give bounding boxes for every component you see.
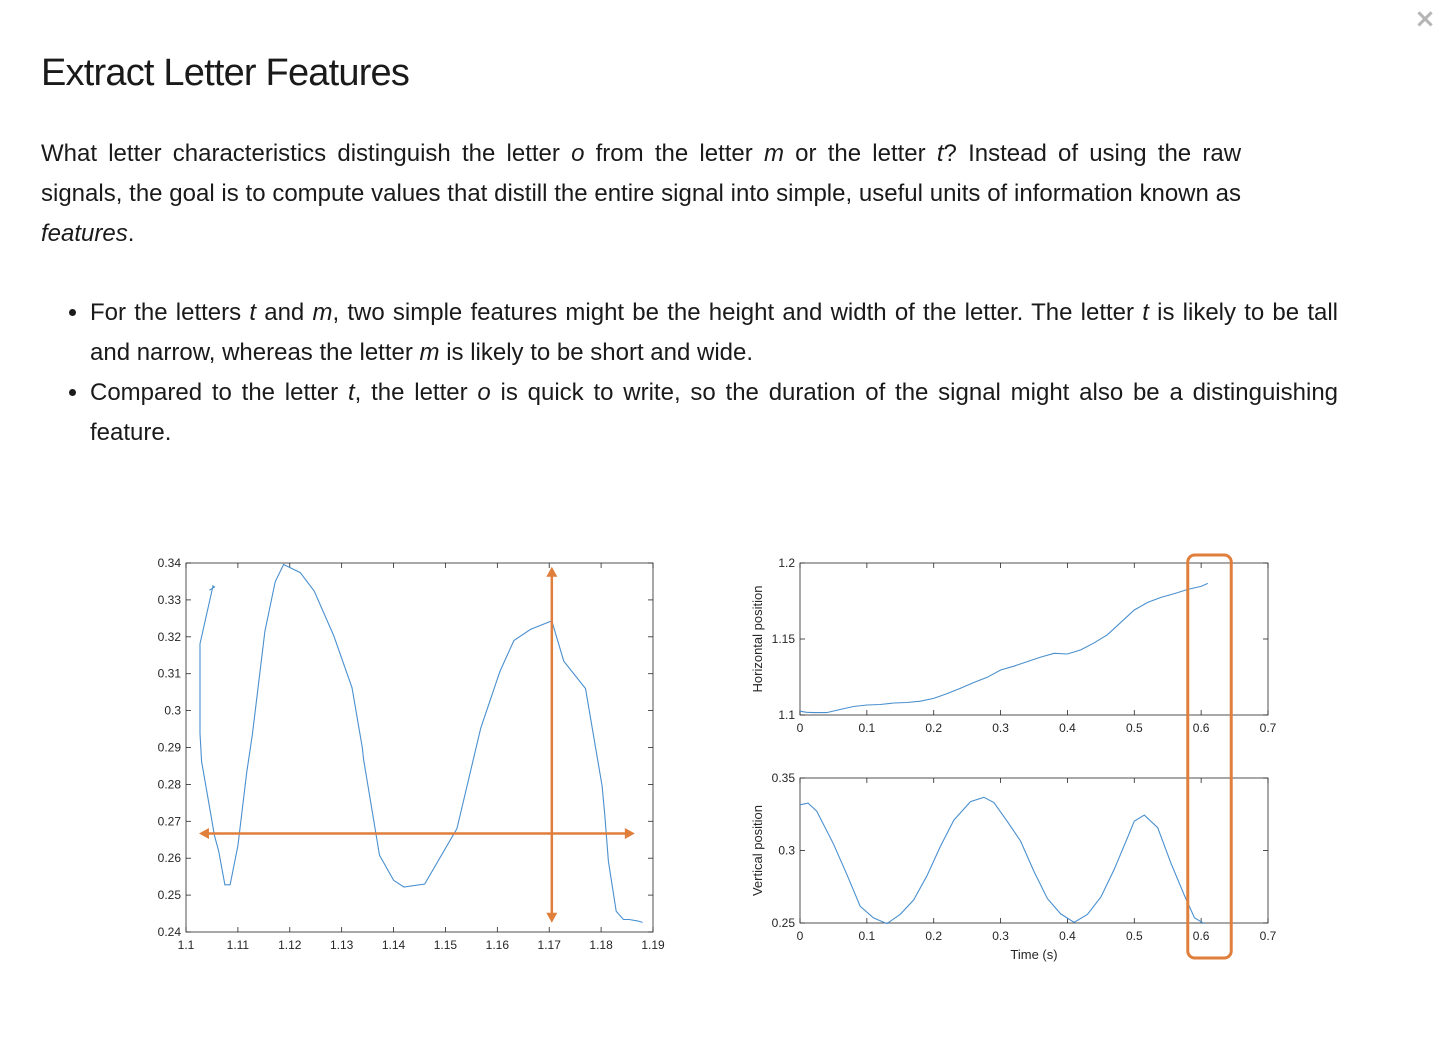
text-segment: and [256, 299, 313, 326]
x-tick-label: 0 [797, 721, 804, 735]
x-tick-label: 0.3 [992, 721, 1009, 735]
x-tick-label: 0.2 [925, 929, 942, 943]
emphasis-text: t [1142, 299, 1149, 326]
y-tick-label: 1.2 [778, 556, 795, 570]
emphasis-text: t [347, 379, 355, 406]
x-tick-label: 1.13 [330, 938, 354, 952]
x-tick-label: 1.19 [641, 938, 665, 952]
emphasis-text: o [571, 140, 585, 167]
close-icon[interactable]: × [1414, 4, 1436, 34]
text-segment: or the letter [783, 140, 937, 167]
x-tick-label: 0.1 [859, 721, 876, 735]
x-tick-label: 0.2 [925, 721, 942, 735]
text-segment: , the letter [354, 379, 478, 406]
feature-bullet: Compared to the letter t, the letter o i… [90, 373, 1338, 453]
series-line [799, 582, 1209, 714]
xy-trajectory-chart: 1.1 1.11 1.12 1.13 1.14 1.15 1.16 1.17 1.18 1.19 0… [158, 556, 665, 952]
y-tick-label: 0.34 [158, 556, 182, 570]
arrowhead [624, 827, 635, 839]
feature-bullet-list: For the letters t and m, two simple feat… [41, 293, 1338, 453]
x-tick-label: 1.18 [589, 938, 613, 952]
emphasis-text: m [419, 339, 440, 366]
text-segment: For the letters [90, 299, 250, 326]
x-tick-label: 1.11 [227, 938, 250, 952]
text-segment: Compared to the letter [90, 379, 348, 406]
duration-highlight-box [1186, 553, 1233, 960]
x-tick-label: 0.4 [1059, 929, 1076, 943]
page-title: Extract Letter Features [41, 52, 410, 94]
x-tick-label: 1.14 [382, 938, 406, 952]
text-segment: is likely to be tall and narrow, whereas… [90, 299, 1339, 366]
y-tick-label: 1.15 [772, 632, 796, 646]
y-tick-label: 0.26 [158, 851, 182, 865]
text-segment: What letter characteristics distinguish … [41, 140, 572, 167]
text-segment: from the letter [584, 140, 764, 167]
arrowhead [546, 566, 558, 577]
text-segment: is quick to write, so the duration of th… [90, 379, 1339, 446]
emphasis-text: o [477, 379, 491, 406]
x-tick-label: 0 [797, 929, 804, 943]
text-segment: ? Instead of using the raw signals, the … [41, 140, 1242, 207]
y-tick-label: 0.3 [164, 704, 181, 718]
y-axis-label: Vertical position [750, 805, 765, 896]
y-tick-label: 0.29 [158, 741, 182, 755]
y-tick-label: 0.32 [158, 630, 182, 644]
emphasis-text: m [312, 299, 333, 326]
x-tick-label: 0.1 [859, 929, 876, 943]
x-tick-label: 1.12 [278, 938, 302, 952]
x-tick-label: 1.16 [486, 938, 510, 952]
vertical-position-chart: 0 0.1 0.2 0.3 0.4 0.5 0.6 0.7 0.25 0.3 0.35 Vertica… [750, 771, 1277, 962]
intro-paragraph: What letter characteristics distinguish … [41, 134, 1241, 254]
emphasis-text: features [41, 220, 128, 247]
y-tick-label: 0.33 [158, 593, 182, 607]
y-axis-label: Horizontal position [750, 586, 765, 693]
y-tick-label: 0.28 [158, 777, 182, 791]
x-tick-label: 0.6 [1193, 929, 1210, 943]
arrowhead [198, 827, 209, 839]
y-tick-label: 1.1 [778, 708, 795, 722]
y-tick-label: 0.27 [158, 814, 182, 828]
x-tick-label: 0.6 [1193, 721, 1210, 735]
x-tick-label: 1.17 [538, 938, 562, 952]
y-tick-label: 0.25 [158, 888, 182, 902]
x-axis-label: Time (s) [1010, 947, 1057, 962]
x-tick-label: 0.3 [992, 929, 1009, 943]
x-tick-label: 0.7 [1260, 721, 1277, 735]
y-tick-label: 0.3 [778, 844, 795, 858]
y-tick-label: 0.35 [772, 771, 796, 785]
x-tick-label: 0.7 [1260, 929, 1277, 943]
emphasis-text: m [763, 140, 784, 167]
figure-panel: 1.1 1.11 1.12 1.13 1.14 1.15 1.16 1.17 1.18 1.19 0… [158, 553, 1277, 962]
plot-area-frame [799, 562, 1269, 716]
emphasis-text: t [936, 140, 944, 167]
y-tick-label: 0.25 [772, 916, 796, 930]
plot-area-frame [185, 562, 654, 933]
horizontal-position-chart: 0 0.1 0.2 0.3 0.4 0.5 0.6 0.7 1.1 1.15 1.2 Horizont… [750, 556, 1277, 735]
y-tick-label: 0.31 [158, 667, 182, 681]
annotation-layer [198, 553, 1233, 960]
y-tick-label: 0.24 [158, 925, 182, 939]
x-tick-label: 0.4 [1059, 721, 1076, 735]
emphasis-text: t [249, 299, 257, 326]
x-tick-label: 0.5 [1126, 721, 1143, 735]
x-tick-label: 1.15 [434, 938, 458, 952]
x-tick-label: 0.5 [1126, 929, 1143, 943]
text-segment: . [127, 220, 135, 247]
text-segment: , two simple features might be the heigh… [332, 299, 1143, 326]
feature-bullet: For the letters t and m, two simple feat… [90, 293, 1338, 373]
x-tick-label: 1.1 [178, 938, 195, 952]
text-segment: is likely to be short and wide. [439, 339, 754, 366]
series-line [799, 796, 1205, 925]
plot-area-frame [799, 777, 1269, 924]
arrowhead [546, 912, 558, 923]
series-line [199, 563, 643, 923]
